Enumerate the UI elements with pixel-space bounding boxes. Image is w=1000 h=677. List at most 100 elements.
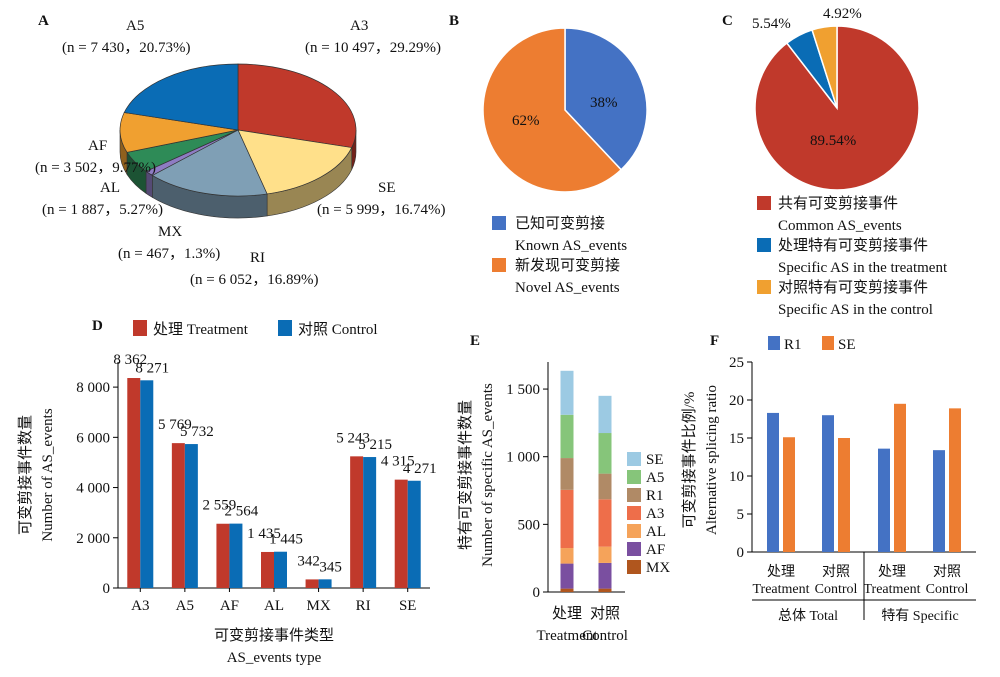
bar-e-0-se — [560, 370, 574, 415]
legend-e-swatch-a3 — [627, 506, 641, 520]
bar-f-0-se — [783, 437, 795, 552]
legend-c-en-0: Common AS_events — [778, 218, 902, 234]
bar-e-1-a5 — [598, 433, 612, 474]
pie-a-label-mx: MX — [158, 224, 182, 240]
pie-b-slice-1 — [482, 27, 623, 193]
data-label-d-a5-1: 5 732 — [180, 424, 214, 440]
tick-label-f-x-en-1: Control — [815, 582, 858, 597]
pie-c-slice-0 — [754, 25, 920, 191]
pie-c-slice-2 — [811, 25, 838, 109]
data-label-d-ri-0: 5 243 — [336, 430, 370, 446]
bar-d-mx-1 — [318, 579, 332, 588]
tick-label-d-x-mx: MX — [306, 598, 330, 614]
tick-label-d-x-a5: A5 — [176, 598, 194, 614]
legend-c-cn-0: 共有可变剪接事件 — [778, 195, 898, 212]
pie-a-value-a5: (n = 7 430，20.73%) — [62, 40, 190, 56]
chart-a-pie3d: A3 (n = 10 497，29.29%) SE (n = 5 999，16.74%… — [35, 18, 445, 288]
bar-f-0-r1 — [767, 412, 779, 552]
bar-d-se-1 — [407, 480, 421, 588]
legend-e-label-mx: MX — [646, 560, 670, 576]
pie-a-slice-a5 — [123, 63, 239, 131]
tick-label-f-x-cn-2: 处理 — [878, 564, 906, 580]
bar-d-al-1 — [274, 551, 287, 588]
data-label-d-se-1: 4 271 — [403, 461, 437, 477]
bar-d-a3-1 — [140, 380, 154, 588]
axis-f-ylabel-en: Alternative splicing ratio — [704, 385, 720, 535]
legend-d-label-1: 对照 Control — [298, 321, 378, 338]
legend-c-en-2: Specific AS in the control — [778, 302, 933, 318]
pie-a-label-a5: A5 — [126, 18, 144, 34]
tick-label-e-x-en-1: Control — [582, 628, 628, 644]
legend-b-en-0: Known AS_events — [515, 238, 627, 254]
bar-f-2-se — [894, 403, 906, 552]
tick-label-d-x-af: AF — [220, 598, 239, 614]
tick-label-e-x-en-0: Treatment — [536, 628, 598, 644]
tick-label-f-x-en-2: Treatment — [863, 582, 920, 597]
data-label-d-a3-1: 8 271 — [135, 360, 169, 376]
data-label-d-se-0: 4 315 — [381, 454, 415, 470]
axis-e-ylabel-en: Number of specific AS_events — [480, 383, 496, 567]
bar-e-0-r1 — [560, 458, 574, 490]
bar-e-1-mx — [598, 588, 612, 592]
data-label-d-a5-0: 5 769 — [158, 417, 192, 433]
bar-e-0-mx — [560, 588, 574, 592]
axis-f-ylabel-cn: 可变剪接事件比例/% — [681, 392, 698, 529]
pie-a-value-a3: (n = 10 497，29.29%) — [305, 40, 441, 56]
tick-label-f-x-en-3: Control — [926, 582, 969, 597]
tick-label-e-x-cn-1: 对照 — [590, 605, 620, 622]
tick-label-e-y-1: 500 — [518, 517, 541, 533]
legend-f-label-0: R1 — [784, 337, 802, 353]
pie-a-label-a3: A3 — [350, 18, 368, 34]
legend-e-label-r1: R1 — [646, 488, 664, 504]
axis-d-ylabel-en: Number of AS_events — [40, 408, 56, 541]
chart-f-bars: 0 5 10 15 20 25 处理 Treatment 对照 Control 处理 Treatmen… — [681, 336, 976, 624]
axis-d-ylabel-cn: 可变剪接事件数量 — [17, 415, 34, 535]
tick-label-d-y-0: 0 — [103, 581, 111, 597]
legend-c-swatch-2 — [757, 280, 771, 294]
legend-e-label-af: AF — [646, 542, 665, 558]
tick-label-f-x-cn-0: 处理 — [767, 564, 795, 580]
legend-e-swatch-al — [627, 524, 641, 538]
tick-label-f-y-1: 5 — [737, 507, 745, 523]
tick-label-d-x-al: AL — [264, 598, 284, 614]
legend-c-cn-1: 处理特有可变剪接事件 — [778, 237, 928, 254]
pie-b-label-novel: 62% — [512, 113, 540, 129]
legend-d-swatch-0 — [133, 320, 147, 336]
tick-label-d-y-2: 4 000 — [76, 481, 110, 497]
panel-label-e: E — [470, 333, 480, 349]
axis-d-xlabel-en: AS_events type — [227, 650, 322, 666]
bar-e-0-a3 — [560, 489, 574, 549]
legend-f-label-1: SE — [838, 337, 856, 353]
data-label-d-mx-1: 345 — [319, 559, 342, 575]
legend-b-en-1: Novel AS_events — [515, 280, 620, 296]
pie-b-label-known: 38% — [590, 95, 618, 111]
legend-e-label-se: SE — [646, 452, 664, 468]
axis-d-xlabel-cn: 可变剪接事件类型 — [214, 627, 334, 644]
tick-label-f-y-4: 20 — [729, 393, 744, 409]
legend-e-swatch-af — [627, 542, 641, 556]
legend-d-swatch-1 — [278, 320, 292, 336]
bar-d-ri-0 — [350, 456, 364, 588]
bar-d-ri-1 — [363, 457, 377, 588]
data-label-d-af-0: 2 559 — [203, 498, 237, 514]
panel-label-c: C — [722, 13, 733, 29]
tick-label-e-x-cn-0: 处理 — [552, 605, 582, 622]
legend-f-swatch-0 — [768, 336, 780, 350]
bar-d-al-0 — [261, 551, 274, 588]
bar-d-af-1 — [229, 523, 243, 588]
data-label-d-mx-0: 342 — [297, 553, 320, 569]
tick-label-f-x-en-0: Treatment — [752, 582, 809, 597]
tick-label-e-y-2: 1 000 — [506, 450, 540, 466]
legend-e-swatch-r1 — [627, 488, 641, 502]
data-label-d-al-1: 1 445 — [269, 532, 303, 548]
legend-c-en-1: Specific AS in the treatment — [778, 260, 948, 276]
pie-c-label-common: 89.54% — [810, 133, 856, 149]
bar-e-1-a3 — [598, 499, 612, 547]
chart-c-pie: 89.54% 5.54% 4.92% 共有可变剪接事件 Common AS_events… — [752, 6, 948, 318]
pie-a-label-ri: RI — [250, 250, 265, 266]
pie-a-label-af: AF — [88, 138, 107, 154]
legend-d-label-0: 处理 Treatment — [153, 321, 249, 338]
pie-a-value-se: (n = 5 999，16.74%) — [317, 202, 445, 218]
bar-d-a3-0 — [127, 378, 141, 588]
